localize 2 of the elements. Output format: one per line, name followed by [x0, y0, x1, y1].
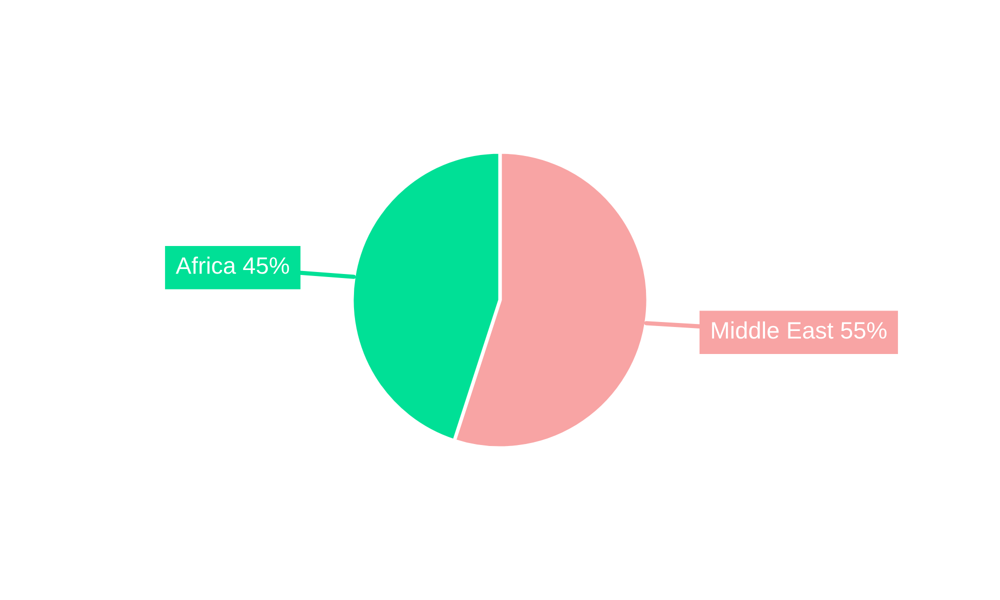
slice-label: Middle East 55% — [712, 321, 886, 339]
slice-label: Africa 45% — [176, 256, 290, 274]
